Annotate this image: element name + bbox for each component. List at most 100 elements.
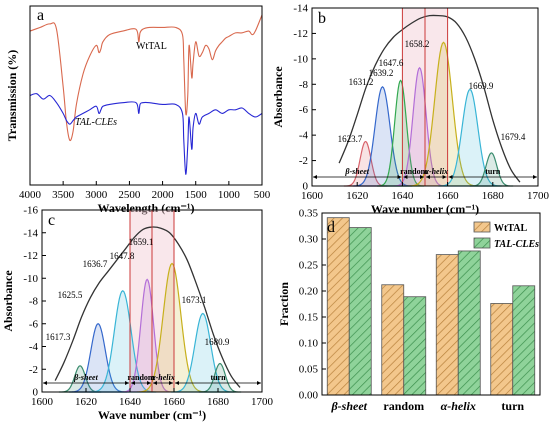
panel-b-peak-5 [408,41,479,187]
panel-a-x-tick-label: 2500 [118,189,141,201]
panel-a-series-label-wttal: WtTAL [136,41,167,52]
panel-b-y-tick-label: 0 [303,181,309,193]
panel-b-x-axis-label: Wave number (cm⁻¹) [371,202,479,216]
panel-b-y-tick-label: -14 [293,3,308,15]
panel-b-label: b [318,10,326,27]
panel-a-x-tick-label: 4000 [19,189,42,201]
panel-c-y-tick-label: -12 [23,250,38,262]
panel-c-x-tick-label: 1700 [251,396,274,408]
panel-c-y-tick-label: -8 [29,296,39,308]
panel-c-peak-label-7: 1680.9 [205,337,230,347]
panel-d-category-label-3: α-helix [441,399,476,413]
panel-b-peak-6 [438,88,502,187]
panel-a-series-tal-cles-line [29,93,263,175]
panel-b-peak-label-7: 1679.4 [501,132,526,142]
panel-b-peak-label-5: 1658.2 [405,39,430,49]
panel-d-y-tick-label: 0.05 [299,364,319,376]
panel-c-peak-2 [69,323,128,393]
panel-d-legend-label-1: WtTAL [494,223,527,234]
panel-a-x-tick-label: 3000 [85,189,108,201]
panel-c-peak-label-3: 1636.7 [83,259,108,269]
panel-d-category-label-1: β-sheet [331,399,368,413]
panel-d-bar-wttal-4 [490,303,514,396]
panel-b-x-tick-label: 1660 [437,190,460,202]
panel-b-region-label-3: α-helix [425,167,449,176]
panel-b-peak-1 [343,140,388,187]
panel-c-y-tick-label: 0 [33,387,39,399]
panel-c-y-tick-label: -2 [29,364,38,376]
panel-d-legend-swatch-2 [473,237,491,249]
panel-c-x-tick-label: 1620 [75,396,98,408]
panel-b-y-axis-label: Absorbance [271,66,285,128]
panel-b-x-tick-label: 1680 [482,190,505,202]
panel-c-peak-5 [136,262,208,393]
panel-a-series-label-tal-cles: TAL-CLEs [75,117,117,128]
panel-d-category-label-4: turn [501,399,524,413]
panel-d-bar-wttal-3 [435,254,459,396]
panel-d-y-tick-label: 0.15 [299,312,319,324]
panel-b-plot-frame [311,7,539,187]
panel-a-x-tick-label: 500 [254,189,271,201]
panel-d-y-tick-label: 0.20 [299,286,319,298]
panel-a-y-axis-label: Transmission (%) [5,50,19,141]
panel-c-region-label-4: turn [210,373,226,382]
panel-c-peak-label-5: 1659.1 [129,237,154,247]
panel-b-peak-3 [377,79,425,187]
panel-c-x-tick-label: 1600 [31,396,54,408]
panel-c-peak-label-6: 1673.1 [182,295,207,305]
panel-c-y-tick-label: -10 [23,273,38,285]
panel-b-peak-2 [352,86,413,187]
panel-a-x-tick-label: 1000 [218,189,241,201]
panel-c-label: c [48,212,55,229]
panel-a: 4000 3500 3000 2500 2000 1500 1000 500 Wavelengt… [5,5,271,215]
panel-d-bar-tal-cles-3 [457,250,481,396]
panel-c-x-axis-label: Wave number (cm⁻¹) [98,408,206,422]
panel-a-x-tick-label: 3500 [52,189,75,201]
panel-c-peak-7 [198,362,242,393]
panel-b-envelope-line [338,14,521,183]
panel-c-peak-label-4: 1647.8 [110,251,135,261]
panel-b-peak-label-4: 1647.6 [379,58,404,68]
panel-d-y-axis-label: Fraction [277,282,291,326]
panel-c-x-tick-label: 1660 [163,396,186,408]
panel-c-peak-label-1: 1617.3 [46,332,71,342]
panel-c-y-tick-label: -16 [23,205,38,217]
panel-b-y-tick-label: -6 [299,104,309,116]
panel-b-x-tick-label: 1640 [391,190,414,202]
panel-a-label: a [37,7,44,24]
panel-b-y-tick-label: -2 [299,155,308,167]
panel-c-region-label-1: β-sheet [73,373,98,382]
panel-a-x-axis-label: Wavelength (cm⁻¹) [98,201,195,215]
panel-d-y-tick-label: 0.30 [299,234,319,246]
panel-d: β-sheet random α-helix turn 0.00 0.05 0.10 0.15… [277,208,541,413]
panel-d-y-tick-label: 0.25 [299,260,319,272]
panel-b-x-tick-label: 1620 [346,190,369,202]
panel-c-x-tick-label: 1640 [119,396,142,408]
panel-c-x-tick-label: 1680 [207,396,230,408]
panel-d-bar-tal-cles-2 [403,296,427,396]
panel-b-y-tick-label: -4 [299,130,309,142]
panel-b-region-label-2: random [400,167,427,176]
panel-d-legend-label-2: TAL-CLEs [494,239,539,250]
panel-c-peak-label-2: 1625.5 [58,290,83,300]
panel-c-region-label-2: random [127,373,154,382]
panel-c-peak-6 [171,312,235,393]
panel-d-y-tick-label: 0.35 [299,208,319,220]
panel-b-region-label-1: β-sheet [344,167,369,176]
panel-b-peak-7 [469,152,514,187]
panel-d-category-label-2: random [383,399,424,413]
panel-b-y-tick-label: -8 [299,79,309,91]
panel-b-y-tick-label: -10 [293,53,308,65]
panel-c-region-label-3: α-helix [151,373,175,382]
panel-b-y-tick-label: -12 [293,28,308,40]
panel-c-envelope-line [54,226,241,388]
panel-d-legend-swatch-1 [473,221,491,233]
panel-d-plot-frame [321,212,541,396]
panel-b-x-tick-label: 1700 [527,190,550,202]
panel-b-x-tick-label: 1600 [301,190,324,202]
panel-b-peak-label-1: 1623.7 [338,134,363,144]
panel-c-y-tick-label: -14 [23,227,38,239]
